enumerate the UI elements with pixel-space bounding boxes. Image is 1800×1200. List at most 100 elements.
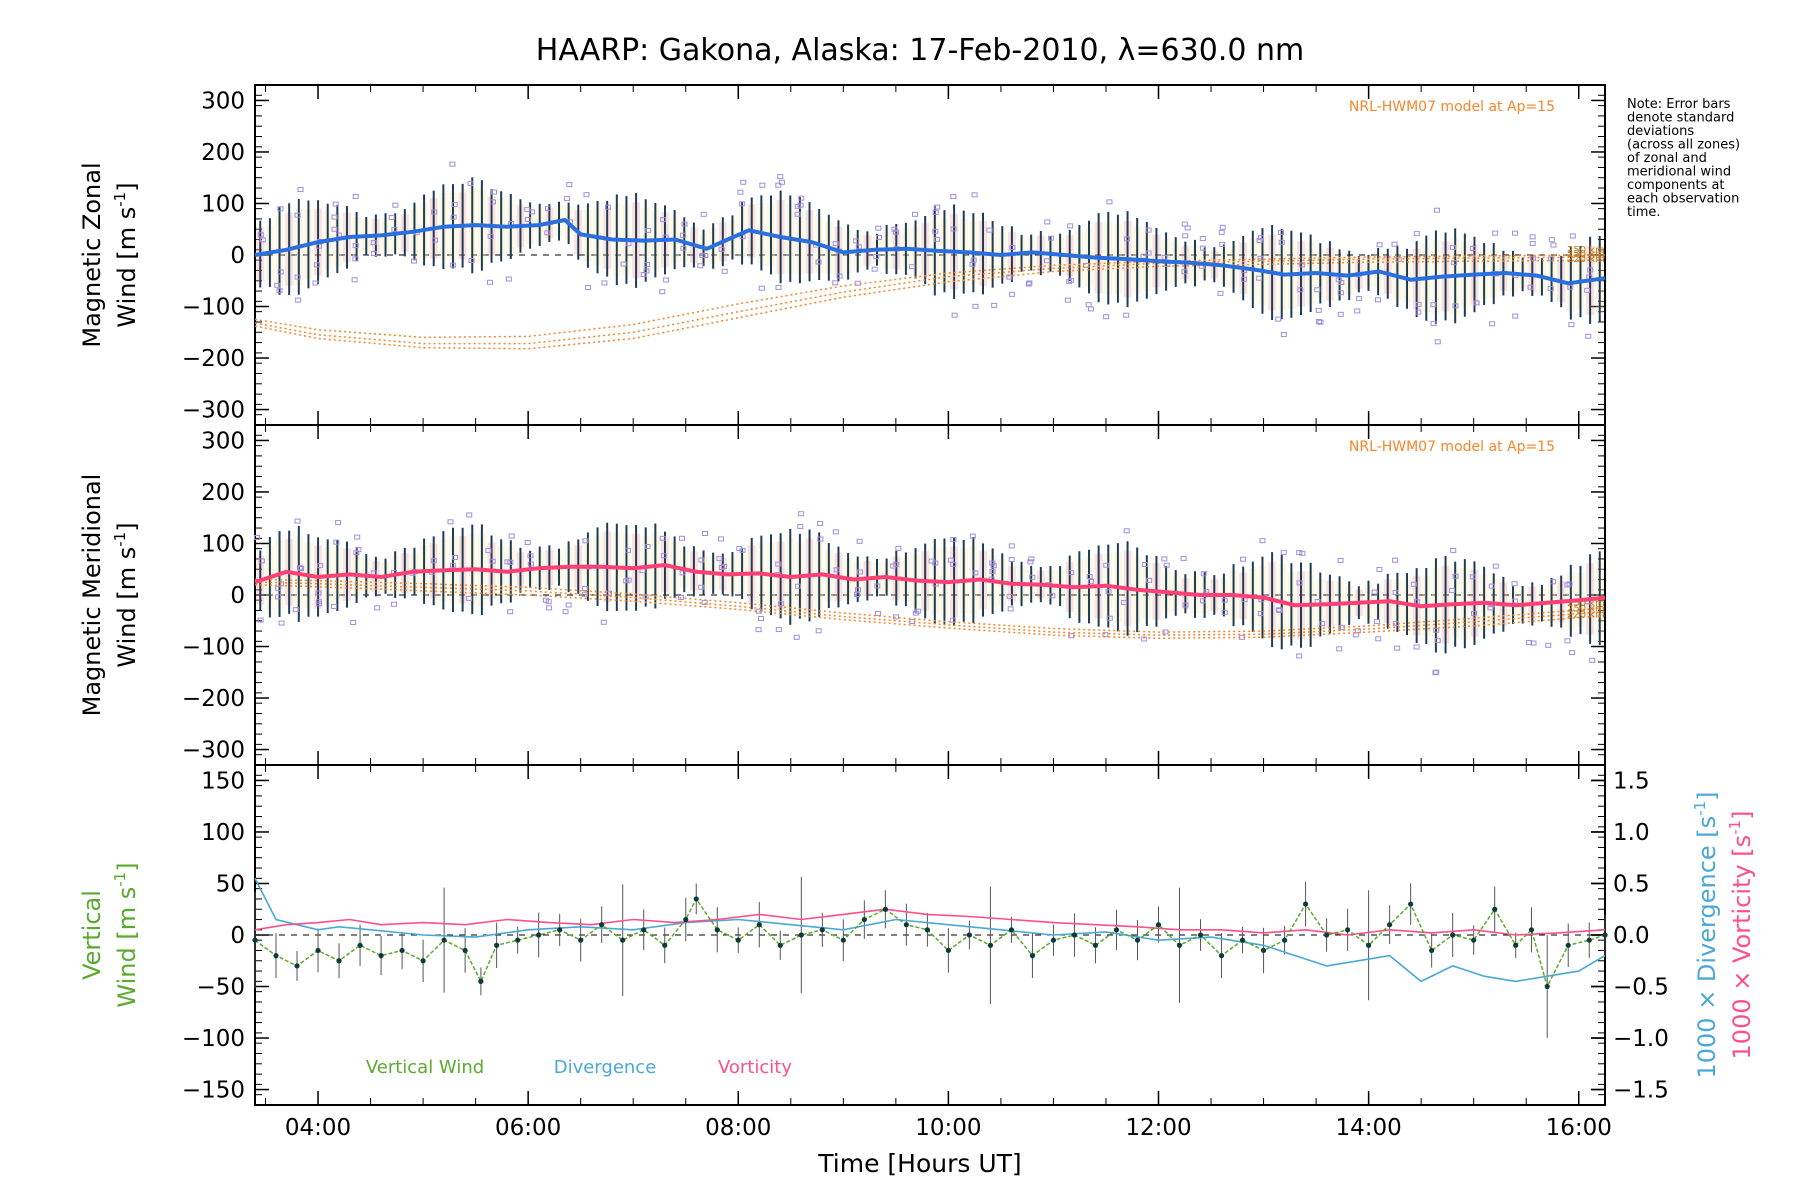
zone-point (1028, 556, 1035, 562)
zone-point (1564, 638, 1571, 644)
zone-point (1276, 607, 1283, 613)
zone-point (1392, 589, 1399, 595)
zone-point (951, 312, 958, 318)
zone-point (350, 619, 357, 625)
zone-point (1082, 262, 1089, 268)
y-tick-label: −300 (182, 398, 245, 424)
meridional-model-label: NRL-HWM07 model at Ap=15 (1349, 439, 1555, 455)
zone-point (1086, 574, 1093, 580)
note-line: each observation (1627, 192, 1739, 207)
y2-tick-label: −1.5 (1613, 1078, 1669, 1104)
zone-point (431, 209, 438, 215)
zone-point (660, 217, 667, 223)
zone-point (451, 202, 458, 208)
zone-point (1026, 280, 1033, 286)
zone-point (793, 634, 800, 640)
zone-point (972, 303, 979, 309)
x-axis-label: Time [Hours UT] (817, 1149, 1021, 1178)
zone-point (950, 537, 957, 543)
zone-point (1449, 587, 1456, 593)
zone-point (1394, 645, 1401, 651)
zone-point (969, 533, 976, 539)
legend-vertical-wind: Vertical Wind (366, 1057, 484, 1078)
zone-point (1199, 598, 1206, 604)
zone-point (1066, 279, 1073, 285)
vertical-wind-point (641, 927, 647, 933)
model-altitude-label: 250 km (1567, 598, 1605, 609)
zone-point (854, 587, 861, 593)
zone-point (1315, 307, 1322, 313)
vertical-wind-point (494, 942, 500, 948)
vertical-wind-point (840, 937, 846, 943)
model-altitude-label: 250 km (1567, 603, 1605, 614)
zone-point (297, 186, 304, 192)
zone-point (1008, 291, 1015, 297)
vertical-wind-point (683, 916, 689, 923)
zone-point (392, 202, 399, 208)
y-tick-label: 200 (201, 140, 245, 166)
zone-point (1296, 550, 1303, 556)
vertical-wind-point (1471, 937, 1477, 943)
zone-point (1123, 528, 1130, 534)
zone-point (1256, 237, 1263, 243)
zone-point (663, 277, 670, 283)
vertical-wind-point (1197, 932, 1204, 938)
meridional-mean-line (254, 563, 1606, 609)
zone-point (449, 161, 456, 167)
vertical-wind-point (1029, 953, 1036, 959)
zone-point (1526, 639, 1533, 645)
zone-point (275, 585, 282, 591)
zone-point (680, 245, 687, 251)
zone-point (644, 544, 651, 550)
vorticity-line (254, 908, 1606, 936)
zone-point (1219, 224, 1226, 230)
zone-point (585, 285, 592, 291)
zone-point (1025, 281, 1032, 287)
zone-point (1469, 245, 1476, 251)
zone-point (679, 232, 686, 238)
zone-point (1044, 219, 1051, 225)
zone-point (778, 601, 785, 607)
zone-point (507, 559, 514, 565)
y-tick-label: 150 (201, 768, 245, 794)
vertical-wind-point (1450, 932, 1456, 938)
zone-point (374, 605, 381, 611)
zone-point (972, 570, 979, 576)
zone-point (1585, 333, 1592, 339)
zone-point (678, 535, 685, 541)
vertical-wind-point (399, 947, 405, 954)
zone-point (294, 274, 301, 280)
zone-point (1529, 234, 1536, 240)
y-tick-label: −100 (182, 295, 245, 321)
model-altitude-label: 250 km (1567, 249, 1605, 260)
model-altitude-label: 250 km (1567, 245, 1605, 256)
vertical-wind-point (735, 937, 741, 943)
zone-point (1044, 258, 1051, 264)
x-tick-label: 14:00 (1335, 1115, 1401, 1141)
model-line (254, 259, 1606, 350)
x-tick-label: 08:00 (705, 1115, 771, 1141)
zone-point (643, 268, 650, 274)
zone-point (507, 609, 514, 615)
zone-point (1488, 583, 1495, 589)
zone-point (989, 568, 996, 574)
vertical-wind-point (315, 947, 321, 954)
zone-point (1105, 589, 1112, 595)
zone-point (1356, 296, 1363, 302)
zone-point (875, 225, 882, 231)
zone-point (797, 524, 804, 530)
zone-point (1452, 573, 1459, 579)
zonal-model-label: NRL-HWM07 model at Ap=15 (1349, 99, 1555, 115)
zone-point (1221, 609, 1228, 615)
zone-point (1545, 642, 1552, 648)
y2-tick-label: 1.0 (1613, 820, 1650, 846)
zone-point (565, 602, 572, 608)
zone-point (934, 204, 941, 210)
zone-point (832, 529, 839, 535)
zone-point (873, 254, 880, 260)
zone-point (1391, 557, 1398, 563)
vertical-wind-point (693, 896, 699, 902)
zone-point (1240, 556, 1247, 562)
zone-point (1180, 555, 1187, 561)
zone-point (545, 599, 552, 605)
